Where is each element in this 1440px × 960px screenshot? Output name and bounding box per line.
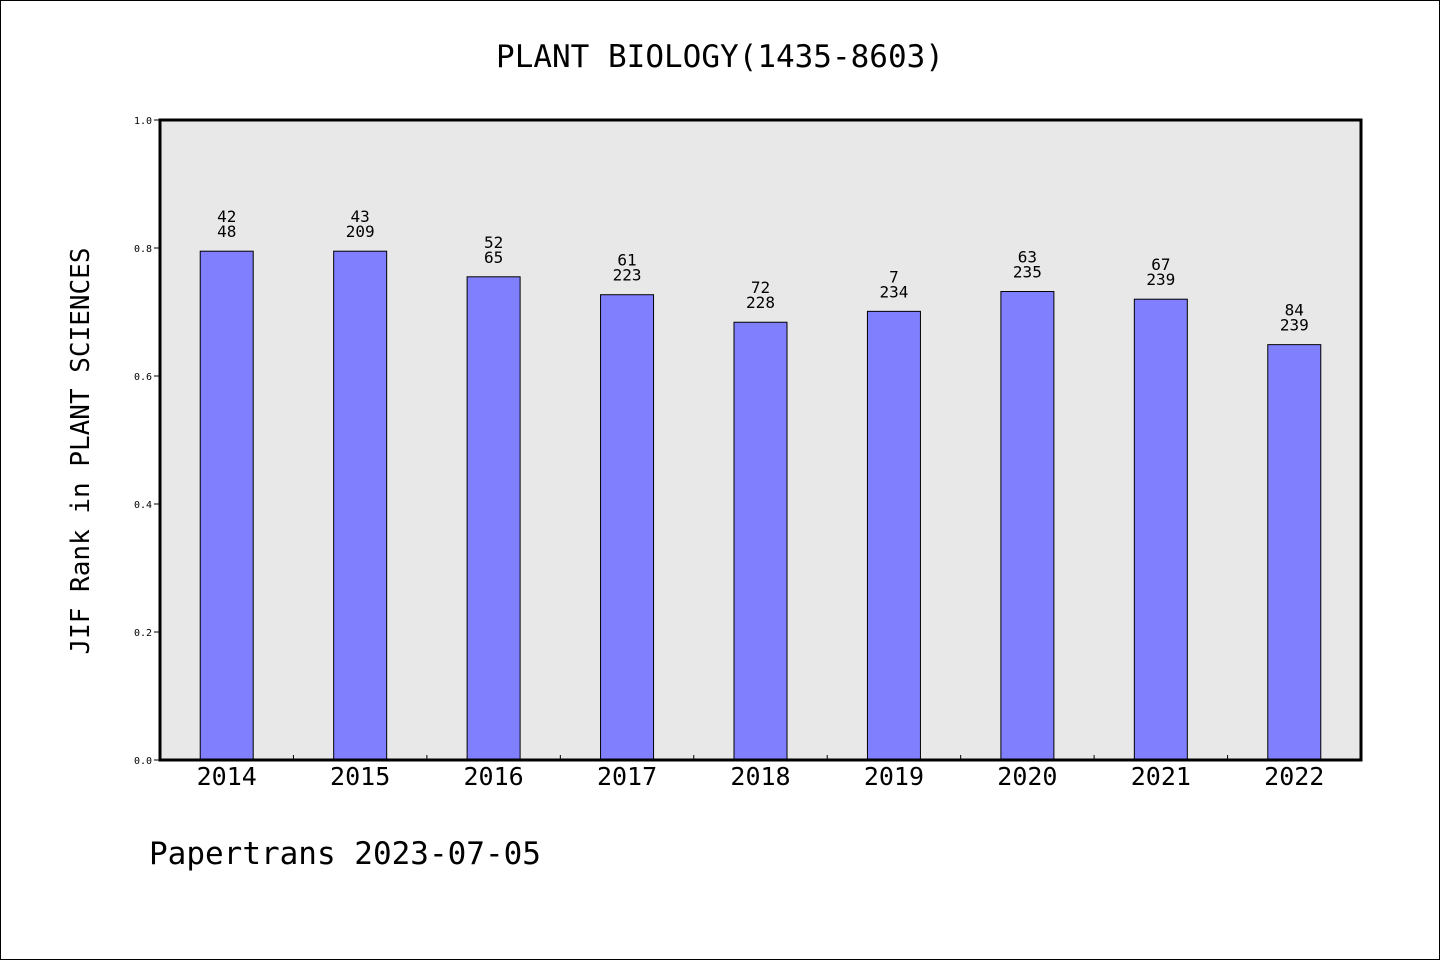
footer-caption: Papertrans 2023-07-05 <box>149 836 541 872</box>
bar-2017 <box>600 294 655 761</box>
chart-title: PLANT BIOLOGY(1435-8603) <box>496 39 944 75</box>
bar-label-rank: 43 <box>351 207 370 226</box>
bar-label-total: 65 <box>484 248 503 267</box>
bar-label-total: 209 <box>346 222 375 241</box>
x-tick-label: 2015 <box>330 762 390 791</box>
bar-2014 <box>199 250 254 761</box>
y-tick-label: 0.4 <box>134 500 152 511</box>
y-axis-label: JIF Rank in PLANT SCIENCES <box>66 248 96 655</box>
x-tick-label: 2019 <box>864 762 924 791</box>
y-tick-label: 0.6 <box>134 372 152 383</box>
x-tick-label: 2016 <box>464 762 524 791</box>
bar-2018 <box>733 321 788 761</box>
x-tick-label: 2022 <box>1264 762 1324 791</box>
x-axis: 2014 2015 2016 2017 2018 2019 2020 2021 2022 <box>197 755 1324 791</box>
bar-label-total: 235 <box>1013 263 1042 282</box>
bar-label-rank: 7 <box>889 267 899 286</box>
bar-label-rank: 84 <box>1285 301 1304 320</box>
y-tick-label: 1.0 <box>134 116 152 127</box>
bar-label-total: 239 <box>1280 316 1309 335</box>
bar-2022 <box>1267 344 1322 761</box>
y-tick-label: 0.0 <box>134 756 152 767</box>
bar-label-rank: 63 <box>1018 248 1037 267</box>
bar-label-rank: 67 <box>1151 255 1170 274</box>
y-tick-label: 0.2 <box>134 628 152 639</box>
plot-frame <box>158 118 1363 762</box>
bar-2021 <box>1133 298 1188 761</box>
bar-label-total: 234 <box>879 282 908 301</box>
bar-2015 <box>333 250 388 761</box>
x-tick-label: 2018 <box>730 762 790 791</box>
x-tick-label: 2021 <box>1131 762 1191 791</box>
bar-label-rank: 61 <box>617 251 636 270</box>
x-tick-label: 2020 <box>997 762 1057 791</box>
bar-label-total: 223 <box>613 266 642 285</box>
bar-series <box>199 250 1322 761</box>
bar-label-rank: 72 <box>751 278 770 297</box>
bar-label-total: 239 <box>1146 270 1175 289</box>
bar-label-total: 228 <box>746 293 775 312</box>
bar-2019 <box>866 310 921 761</box>
bar-2016 <box>466 276 521 761</box>
x-tick-label: 2017 <box>597 762 657 791</box>
x-tick-label: 2014 <box>197 762 257 791</box>
bar-label-rank: 52 <box>484 233 503 252</box>
y-tick-label: 0.8 <box>134 244 152 255</box>
bar-2020 <box>1000 291 1055 761</box>
y-axis: 0.0 0.2 0.4 0.6 0.8 1.0 <box>134 116 160 767</box>
bar-label-rank: 42 <box>217 207 236 226</box>
bar-label-total: 48 <box>217 222 236 241</box>
